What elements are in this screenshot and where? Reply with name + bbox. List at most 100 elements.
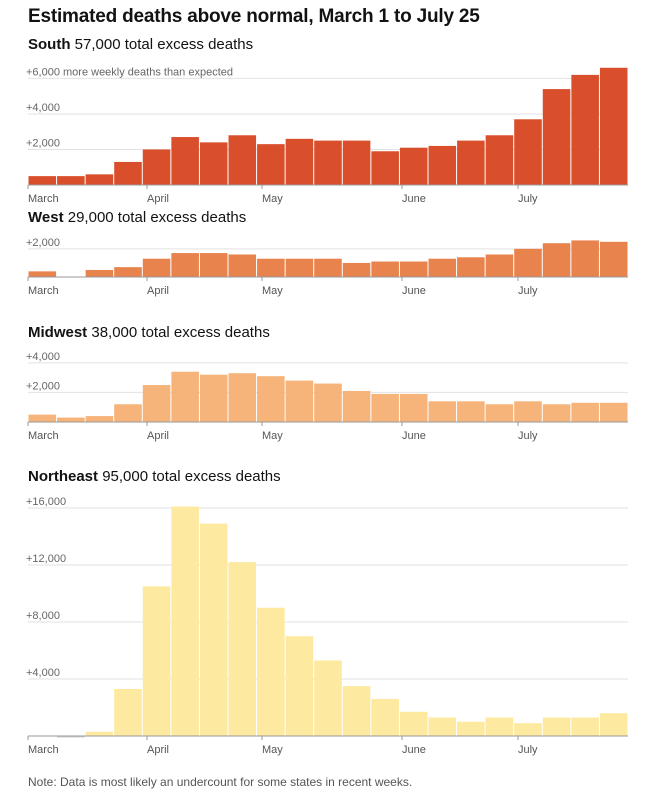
bar	[571, 240, 599, 277]
bar	[399, 261, 428, 277]
bar	[457, 721, 485, 736]
chart-title: Estimated deaths above normal, March 1 t…	[28, 6, 480, 27]
bar	[571, 717, 599, 736]
bar	[514, 723, 542, 736]
x-tick-label: March	[28, 430, 59, 442]
bar	[599, 402, 628, 422]
bar	[428, 401, 457, 422]
bar	[314, 258, 342, 277]
y-tick-label: +2,000	[26, 137, 60, 149]
bar	[171, 253, 199, 277]
region-name: Midwest	[28, 324, 88, 341]
bar	[228, 562, 257, 736]
bar	[457, 401, 485, 422]
y-tick-label: +8,000	[26, 610, 60, 622]
bar	[599, 67, 628, 185]
region-total: 95,000 total excess deaths	[102, 468, 281, 485]
bar	[428, 258, 457, 277]
bar	[28, 176, 57, 185]
bar	[285, 138, 314, 185]
x-tick-label: May	[262, 430, 283, 442]
bar	[114, 404, 142, 422]
bar	[342, 686, 371, 736]
bar	[542, 89, 571, 185]
bar	[199, 374, 228, 422]
panel-south: South 57,000 total excess deaths +2,000 +…	[0, 36, 655, 205]
bar	[199, 253, 228, 277]
chart-west: +2,000 March April May June July	[26, 237, 628, 297]
bar	[285, 380, 314, 422]
panel-header: South 57,000 total excess deaths	[28, 36, 253, 53]
y-tick-label: +4,000	[26, 667, 60, 679]
bar	[371, 151, 399, 185]
bar	[171, 371, 199, 422]
x-tick-label: June	[402, 430, 426, 442]
bar	[199, 523, 228, 736]
bar	[228, 135, 257, 185]
x-tick-label: July	[518, 744, 538, 756]
bar	[399, 393, 428, 422]
panel-west: West 29,000 total excess deaths +2,000 Ma…	[0, 209, 655, 309]
x-tick-label: June	[402, 285, 426, 297]
y-tick-label: +2,000	[26, 380, 60, 392]
x-tick-label: July	[518, 193, 538, 205]
bar	[85, 731, 114, 736]
region-total: 29,000 total excess deaths	[67, 209, 247, 226]
chart-south: +2,000 +4,000 +6,000 more weekly deaths th…	[26, 66, 628, 205]
bar	[485, 135, 514, 185]
bar	[428, 145, 457, 185]
bar	[542, 717, 571, 736]
bar	[28, 271, 57, 277]
bar	[514, 119, 542, 185]
bar	[599, 713, 628, 736]
bar	[199, 142, 228, 185]
bar	[257, 144, 285, 185]
region-total: 57,000 total excess deaths	[74, 36, 254, 53]
y-tick-label: +2,000	[26, 237, 60, 249]
bar	[57, 736, 85, 738]
bar	[228, 254, 257, 277]
x-tick-label: April	[147, 430, 169, 442]
x-tick-label: May	[262, 193, 283, 205]
bar	[599, 241, 628, 277]
bar	[142, 385, 171, 422]
panel-header: Midwest 38,000 total excess deaths	[28, 324, 270, 341]
y-tick-label: +4,000	[26, 351, 60, 363]
bar	[314, 383, 342, 422]
bar	[514, 248, 542, 277]
x-tick-label: July	[518, 430, 538, 442]
bar	[399, 147, 428, 185]
footnote: Note: Data is most likely an undercount …	[28, 775, 413, 789]
x-tick-label: March	[28, 193, 59, 205]
bar	[57, 417, 85, 422]
bar	[85, 416, 114, 422]
y-tick-label: +16,000	[26, 496, 66, 508]
bar	[542, 404, 571, 422]
y-tick-label: +6,000 more weekly deaths than expected	[26, 66, 233, 78]
bar	[171, 137, 199, 185]
bar	[457, 257, 485, 277]
x-tick-label: April	[147, 285, 169, 297]
bar	[114, 267, 142, 277]
bar	[371, 393, 399, 422]
chart-midwest: +2,000 +4,000 March April May June July	[26, 351, 628, 442]
bar	[142, 586, 171, 736]
x-tick-label: May	[262, 285, 283, 297]
x-tick-label: March	[28, 744, 59, 756]
bar	[399, 711, 428, 736]
bar	[485, 717, 514, 736]
region-name: South	[28, 36, 71, 53]
bar	[142, 258, 171, 277]
panel-midwest: Midwest 38,000 total excess deaths +2,00…	[0, 324, 655, 454]
bar	[28, 414, 57, 422]
bar	[371, 261, 399, 277]
bar	[257, 258, 285, 277]
bar	[285, 258, 314, 277]
bar	[314, 140, 342, 185]
bar	[142, 149, 171, 185]
bar	[514, 401, 542, 422]
panel-northeast: Northeast 95,000 total excess deaths +4,…	[0, 468, 655, 758]
bar	[228, 373, 257, 422]
bar	[371, 698, 399, 736]
bar	[342, 140, 371, 185]
